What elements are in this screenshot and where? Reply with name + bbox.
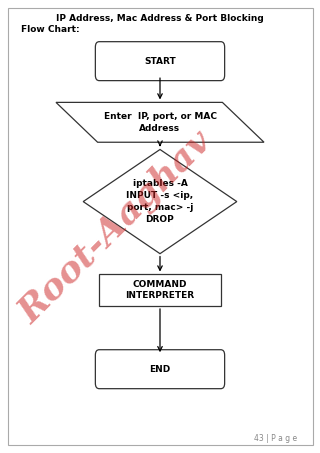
FancyBboxPatch shape [8, 8, 313, 445]
Text: COMMAND
INTERPRETER: COMMAND INTERPRETER [125, 280, 195, 300]
FancyBboxPatch shape [99, 274, 221, 306]
Text: Flow Chart:: Flow Chart: [21, 25, 79, 34]
Text: START: START [144, 57, 176, 66]
Text: Enter  IP, port, or MAC
Address: Enter IP, port, or MAC Address [103, 112, 217, 133]
Text: IP Address, Mac Address & Port Blocking: IP Address, Mac Address & Port Blocking [56, 14, 264, 23]
Text: 43 | P a g e: 43 | P a g e [254, 434, 298, 443]
Text: Root-Aaghav: Root-Aaghav [12, 123, 218, 330]
Text: iptables -A
INPUT -s <ip,
port, mac> -j
DROP: iptables -A INPUT -s <ip, port, mac> -j … [126, 179, 194, 224]
FancyBboxPatch shape [95, 42, 225, 81]
Polygon shape [56, 102, 264, 142]
Text: END: END [149, 365, 171, 374]
Polygon shape [83, 149, 237, 254]
FancyBboxPatch shape [95, 350, 225, 389]
